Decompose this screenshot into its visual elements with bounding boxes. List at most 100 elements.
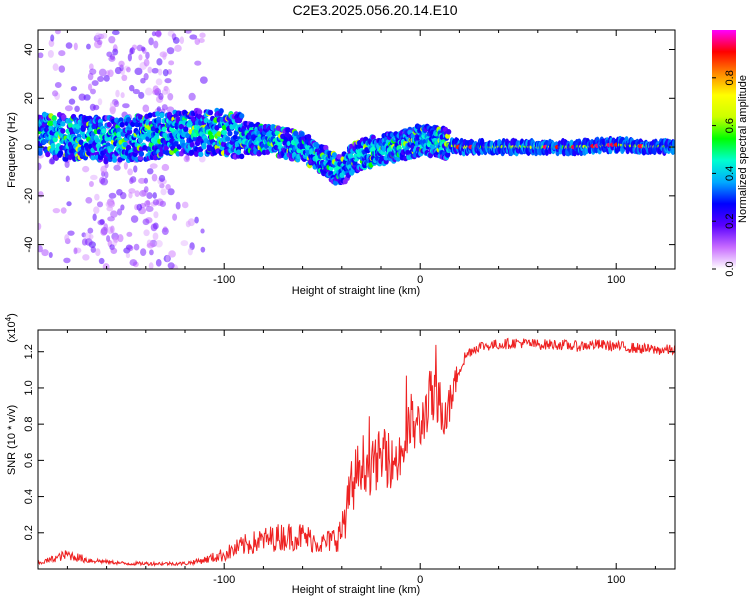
heatmap-noise-cell xyxy=(181,201,189,209)
heatmap-noise-cell xyxy=(199,76,208,84)
heatmap-cell xyxy=(51,115,57,122)
heatmap-cell xyxy=(379,155,385,161)
heatmap-noise-cell xyxy=(165,87,171,95)
heatmap-noise-cell xyxy=(38,222,42,230)
heatmap-noise-cell xyxy=(127,53,132,62)
heatmap-noise-cell xyxy=(95,248,101,257)
heatmap-noise-cell xyxy=(113,100,120,108)
heatmap-cell xyxy=(152,139,159,145)
heatmap-noise-cell xyxy=(70,86,78,92)
heatmap-noise-cell xyxy=(55,30,61,35)
heatmap-noise-cell xyxy=(87,83,93,91)
heatmap-cell xyxy=(137,137,144,144)
heatmap-cell xyxy=(235,149,242,155)
heatmap-cell xyxy=(265,149,271,155)
y-tick-label: 40 xyxy=(23,43,35,55)
snr-series-line xyxy=(38,337,675,567)
snr-y-axis-label: SNR (10 * v/v) xyxy=(6,405,18,475)
heatmap-noise-cell xyxy=(54,81,62,89)
heatmap-cell xyxy=(445,133,451,139)
heatmap-cell xyxy=(161,126,167,133)
heatmap-noise-cell xyxy=(149,249,154,256)
heatmap-noise-cell xyxy=(129,259,138,267)
heatmap-cell xyxy=(67,122,73,128)
heatmap-cell xyxy=(38,150,43,156)
heatmap-noise-cell xyxy=(64,105,73,112)
heatmap-noise-cell xyxy=(198,38,205,44)
heatmap-noise-cell xyxy=(172,36,180,44)
heatmap-cell xyxy=(193,151,200,157)
heatmap-noise-cell xyxy=(113,164,121,171)
heatmap-cell xyxy=(285,127,291,133)
colorbar-tick-label: 0.8 xyxy=(724,70,736,85)
heatmap-noise-cell xyxy=(47,50,54,58)
heatmap-noise-cell xyxy=(152,85,159,94)
heatmap-cell xyxy=(221,129,228,136)
heatmap-noise-cell xyxy=(184,30,192,34)
heatmap-noise-cell xyxy=(174,44,182,52)
heatmap-noise-cell xyxy=(38,52,44,59)
heatmap-noise-cell xyxy=(82,254,90,261)
heatmap-noise-cell xyxy=(167,262,175,269)
heatmap-noise-cell xyxy=(52,90,59,97)
heatmap-noise-cell xyxy=(168,60,175,66)
heatmap-cell xyxy=(158,151,164,157)
heatmap-noise-cell xyxy=(90,246,96,253)
heatmap-noise-cell xyxy=(88,63,94,71)
heatmap-noise-cell xyxy=(90,88,96,95)
x-tick-label: 100 xyxy=(607,274,625,286)
heatmap-cell xyxy=(159,112,165,119)
heatmap-noise-cell xyxy=(110,247,118,254)
heatmap-noise-cell xyxy=(110,210,118,218)
heatmap-noise-cell xyxy=(113,236,119,243)
heatmap-cell xyxy=(111,157,118,163)
y-tick-label: 0.2 xyxy=(23,525,35,540)
heatmap-noise-cell xyxy=(48,158,55,165)
y-tick-label: 0.8 xyxy=(23,417,35,432)
heatmap-noise-cell xyxy=(188,92,196,101)
heatmap-noise-cell xyxy=(96,201,104,208)
heatmap-cell xyxy=(103,157,109,164)
heatmap-noise-cell xyxy=(118,60,125,68)
heatmap-noise-cell xyxy=(52,63,59,72)
heatmap-noise-cell xyxy=(146,192,153,199)
heatmap-noise-cell xyxy=(158,92,164,101)
heatmap-noise-cell xyxy=(97,98,103,106)
heatmap-cell xyxy=(445,152,451,158)
snr-line-layer xyxy=(38,337,675,567)
x-tick-label: -100 xyxy=(213,274,235,286)
heatmap-noise-cell xyxy=(129,84,135,92)
heatmap-noise-cell xyxy=(162,52,167,60)
heatmap-cell xyxy=(305,133,312,140)
heatmap-noise-cell xyxy=(144,106,150,113)
heatmap-noise-cell xyxy=(84,238,93,246)
heatmap-noise-cell xyxy=(41,249,49,257)
heatmap-noise-cell xyxy=(136,44,143,52)
heatmap-noise-cell xyxy=(161,104,168,111)
heatmap-noise-cell xyxy=(109,106,117,113)
heatmap-noise-cell xyxy=(133,243,140,251)
y-tick-label: 1.0 xyxy=(23,380,35,395)
heatmap-noise-cell xyxy=(126,66,131,73)
heatmap-noise-cell xyxy=(199,32,206,38)
heatmap-noise-cell xyxy=(120,204,125,211)
heatmap-noise-cell xyxy=(116,208,123,216)
heatmap-noise-cell xyxy=(98,68,107,77)
chart-title: C2E3.2025.056.20.14.E10 xyxy=(292,2,458,18)
heatmap-cell xyxy=(395,156,401,162)
heatmap-cell xyxy=(185,133,191,139)
heatmap-noise-cell xyxy=(65,42,73,49)
heatmap-noise-cell xyxy=(130,215,139,223)
heatmap-noise-cell xyxy=(166,47,175,55)
heatmap-cell xyxy=(119,121,125,128)
heatmap-cell xyxy=(80,126,86,132)
heatmap-noise-cell xyxy=(104,171,109,179)
heatmap-noise-cell xyxy=(50,34,55,42)
heatmap-noise-cell xyxy=(164,78,172,84)
heatmap-noise-cell xyxy=(172,213,178,221)
heatmap-cell xyxy=(60,121,66,127)
heatmap-cell xyxy=(101,128,107,134)
heatmap-noise-cell xyxy=(160,188,167,196)
heatmap-noise-cell xyxy=(48,252,53,259)
heatmap-cell xyxy=(225,136,231,142)
